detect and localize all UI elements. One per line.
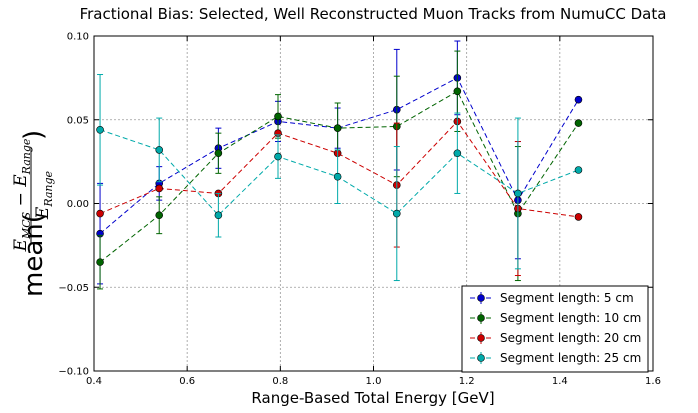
data-point — [392, 209, 401, 218]
series-2 — [96, 50, 583, 290]
x-tick-label: 0.8 — [272, 376, 288, 387]
legend-label: Segment length: 25 cm — [500, 351, 641, 365]
x-tick-label: 1.0 — [366, 376, 382, 387]
y-tick-label: −0.10 — [58, 367, 89, 378]
x-tick-label: 0.6 — [179, 376, 195, 387]
x-tick-label: 1.4 — [552, 376, 568, 387]
data-point — [574, 213, 583, 221]
data-point — [96, 126, 104, 134]
legend-entry-3: Segment length: 20 cm — [470, 331, 641, 345]
y-axis-label-prefix: mean( — [19, 213, 49, 297]
data-point — [453, 149, 462, 158]
data-point — [155, 146, 164, 154]
legend-entry-4: Segment length: 25 cm — [470, 351, 641, 365]
legend-entry-1: Segment length: 5 cm — [470, 291, 634, 305]
series-1 — [96, 40, 583, 285]
den-e: E — [33, 206, 53, 220]
num-e2: E — [11, 174, 31, 188]
x-tick-label: 0.4 — [86, 376, 102, 387]
data-point — [155, 184, 164, 193]
legend-marker — [477, 334, 485, 342]
num-sub1: MCS — [20, 211, 33, 240]
y-tick-label: −0.05 — [58, 283, 89, 294]
data-point — [514, 189, 522, 198]
data-point — [453, 87, 462, 96]
legend-label: Segment length: 20 cm — [500, 331, 641, 345]
data-point — [274, 112, 282, 121]
data-point — [96, 258, 104, 266]
y-axis-label-denominator: ERange — [33, 170, 55, 220]
data-point — [574, 95, 583, 104]
data-point — [574, 119, 583, 127]
data-point — [333, 124, 342, 132]
legend-label: Segment length: 5 cm — [500, 291, 634, 305]
y-axis-label-numerator: EMCS − ERange — [11, 138, 33, 252]
legend-marker — [477, 314, 485, 322]
y-axis-label: mean( EMCS − ERange ERange ) — [11, 130, 55, 297]
data-point — [96, 209, 104, 218]
legend-marker — [477, 294, 485, 302]
series-line — [99, 120, 579, 218]
num-minus: − — [11, 187, 31, 212]
series-line — [99, 129, 579, 216]
x-tick-label: 1.6 — [645, 376, 661, 387]
data-point — [155, 211, 164, 220]
x-tick-label: 1.2 — [459, 376, 475, 387]
series-4 — [96, 74, 583, 282]
num-e1: E — [11, 238, 31, 252]
series-layer — [96, 40, 583, 290]
data-point — [574, 166, 583, 174]
legend-box — [461, 285, 649, 373]
num-sub2: Range — [20, 138, 33, 175]
den-sub: Range — [42, 170, 55, 207]
data-point — [274, 152, 282, 161]
y-tick-label: 0.00 — [67, 199, 89, 210]
legend-entry-2: Segment length: 10 cm — [470, 311, 641, 325]
chart-title: Fractional Bias: Selected, Well Reconstr… — [80, 5, 667, 23]
y-tick-label: 0.10 — [67, 32, 89, 43]
data-point — [214, 211, 223, 220]
data-point — [214, 149, 223, 158]
legend: Segment length: 5 cm Segment length: 10 c… — [461, 285, 649, 373]
x-axis-label: Range-Based Total Energy [GeV] — [251, 389, 494, 407]
y-tick-label: 0.05 — [67, 115, 89, 126]
y-axis-label-suffix: ) — [19, 130, 49, 140]
legend-label: Segment length: 10 cm — [500, 311, 641, 325]
legend-marker — [477, 354, 485, 362]
data-point — [333, 172, 342, 181]
